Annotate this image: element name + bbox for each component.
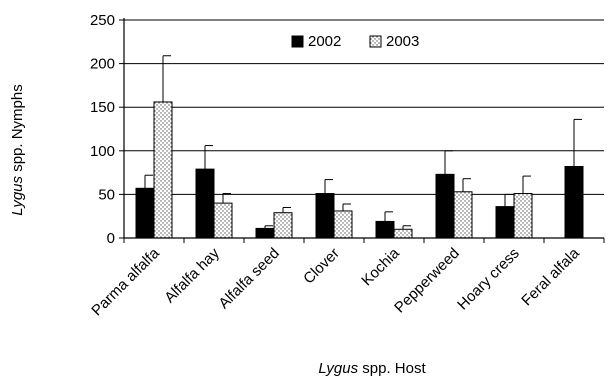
bar-2002 (315, 193, 335, 239)
legend-label: 2003 (386, 33, 419, 50)
bar-2002 (375, 220, 395, 239)
bar-2002 (435, 173, 455, 239)
x-axis-label: Lygus spp. Host (318, 360, 426, 376)
y-tick-label: 200 (90, 56, 115, 73)
x-tick-label: Hoary cress (454, 245, 523, 314)
x-axis-label-italic: Lygus (318, 360, 358, 376)
x-tick-label: Pepperweed (391, 245, 463, 317)
bar-2003 (333, 210, 353, 239)
y-tick-label: 100 (90, 143, 115, 160)
y-axis-label-italic: Lygus (9, 175, 26, 215)
bar-2002 (495, 206, 515, 239)
axes (119, 18, 605, 243)
bars (135, 101, 584, 239)
bar-2002 (135, 187, 155, 239)
x-tick-label: Alfalfa seed (215, 245, 282, 312)
y-axis-label: Lygus spp. Nymphs (9, 84, 26, 215)
x-axis-label-rest: spp. Host (358, 360, 426, 376)
bar-2003 (513, 193, 533, 239)
bar-2003 (453, 191, 473, 239)
bar-2003 (393, 228, 413, 239)
bar-2002 (255, 227, 275, 239)
x-tick-label: Alfalfa hay (161, 244, 223, 306)
y-tick-label: 150 (90, 99, 115, 116)
legend-label: 2002 (308, 33, 341, 50)
bar-2002 (564, 165, 584, 239)
grid-lines (124, 19, 604, 195)
legend-swatch (369, 35, 382, 48)
bar-2003 (273, 212, 293, 239)
error-bars (144, 55, 582, 230)
bar-2002 (195, 168, 215, 239)
y-tick-label: 50 (98, 186, 115, 203)
y-axis-label-rest: spp. Nymphs (9, 84, 26, 176)
bar-2003 (153, 101, 173, 239)
bar-2003 (213, 202, 233, 239)
x-tick-label: Parma alfalfa (88, 244, 163, 319)
x-tick-label: Kochia (358, 244, 403, 289)
y-tick-label: 0 (107, 230, 115, 247)
x-tick-label: Feral alfala (518, 244, 583, 309)
legend-swatch (291, 35, 304, 48)
legend: 2002 2003 (291, 33, 419, 50)
y-tick-label: 250 (90, 12, 115, 29)
x-tick-label: Clover (300, 245, 343, 288)
